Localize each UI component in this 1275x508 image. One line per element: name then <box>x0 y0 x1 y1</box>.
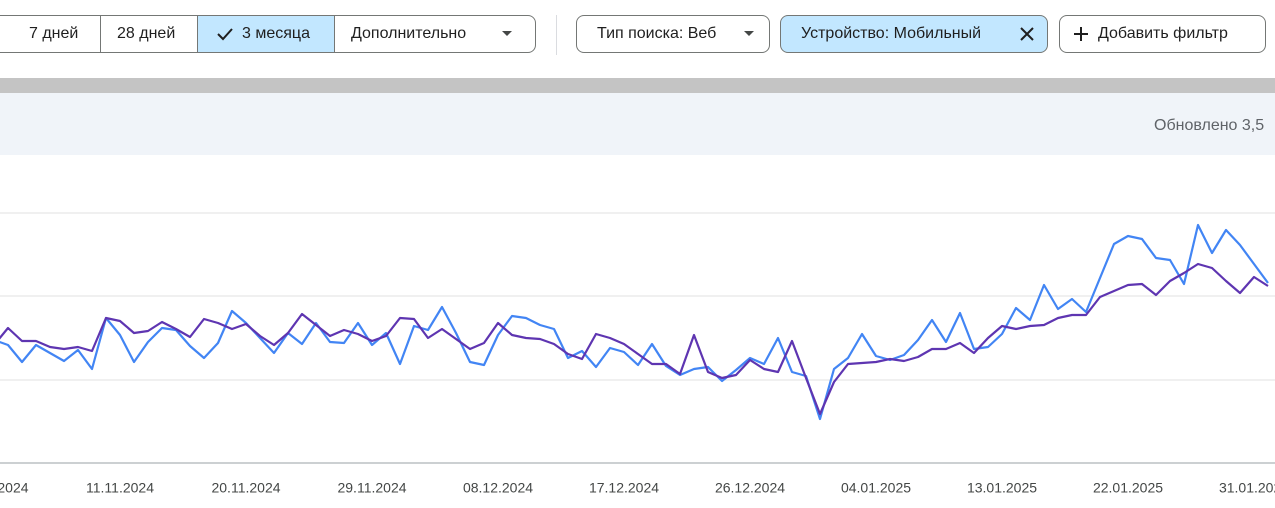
range-3m[interactable]: 3 месяца <box>197 15 335 53</box>
divider <box>556 15 557 55</box>
x-tick-label: 04.01.2025 <box>841 480 911 496</box>
x-tick-label: 22.01.2025 <box>1093 480 1163 496</box>
x-tick-label: 08.12.2024 <box>463 480 533 496</box>
x-tick-label: 20.11.2024 <box>211 480 280 496</box>
filter-device[interactable]: Устройство: Мобильный <box>780 15 1048 53</box>
label: 7 дней <box>29 25 79 42</box>
range-28d[interactable]: 28 дней <box>100 15 198 53</box>
x-tick-label: 11.11.2024 <box>86 480 154 496</box>
label: Добавить фильтр <box>1098 25 1228 42</box>
series-line <box>0 262 1269 416</box>
status-text: Обновлено 3,5 <box>1154 117 1265 134</box>
scroll-bar <box>0 78 1275 93</box>
label: Тип поиска: Веб <box>597 25 717 42</box>
remove-icon[interactable] <box>1019 26 1035 42</box>
add-filter[interactable]: Добавить фильтр <box>1059 15 1266 53</box>
chart: 02.11.2024 11.11.2024 20.11.2024 29.11.2024… <box>0 212 1275 496</box>
x-tick-label: 29.11.2024 <box>337 480 406 496</box>
x-tick-label: 02.11.2024 <box>0 480 29 496</box>
label: Устройство: Мобильный <box>801 25 982 42</box>
dropdown-icon <box>744 31 754 36</box>
x-tick-label: 26.12.2024 <box>715 480 785 496</box>
range-more[interactable]: Дополнительно <box>334 15 536 53</box>
label: 28 дней <box>117 25 176 42</box>
filter-search-type[interactable]: Тип поиска: Веб <box>576 15 770 53</box>
x-tick-label: 17.12.2024 <box>589 480 659 496</box>
check-icon <box>217 28 233 41</box>
dropdown-icon <box>502 31 512 36</box>
x-tick-label: 13.01.2025 <box>967 480 1037 496</box>
series-line <box>0 223 1269 421</box>
plus-icon <box>1074 27 1088 41</box>
status-panel: Обновлено 3,5 <box>0 93 1275 155</box>
label: 3 месяца <box>242 25 310 42</box>
label: Дополнительно <box>351 25 467 42</box>
x-tick-label: 31.01.2025 <box>1219 480 1275 496</box>
range-7d[interactable]: 7 дней <box>0 15 101 53</box>
